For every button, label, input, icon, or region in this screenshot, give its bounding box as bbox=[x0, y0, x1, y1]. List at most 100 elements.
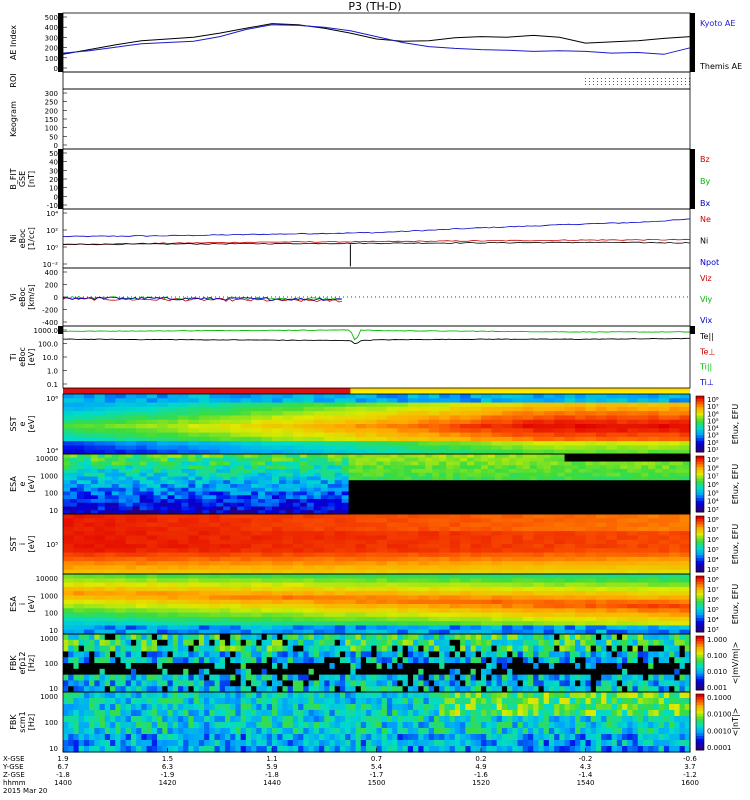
ytick-bfit-5: 0 bbox=[54, 193, 58, 201]
ti-line-0 bbox=[63, 329, 690, 341]
roi-dot bbox=[673, 84, 674, 85]
ytick-esa_e-1: 1000 bbox=[40, 472, 58, 480]
roi-dot bbox=[681, 78, 682, 79]
ytick-ti-2: 10.0 bbox=[42, 354, 58, 362]
roi-dot bbox=[593, 78, 594, 79]
roi-dot bbox=[665, 78, 666, 79]
roi-dot bbox=[677, 81, 678, 82]
ytick-ti-1: 100.0 bbox=[38, 341, 58, 349]
roi-dot bbox=[685, 78, 686, 79]
cbar-tick-sst_i-1: 10⁷ bbox=[707, 526, 719, 534]
ytick-esa_i-0: 10000 bbox=[36, 575, 58, 583]
x-tick-1-3: 5.4 bbox=[371, 763, 383, 771]
cbar-tick-esa_e-3: 10⁶ bbox=[707, 481, 719, 489]
panel-fbk_e12: FBK efp12 [Hz] 1000 100 10 bbox=[9, 635, 67, 693]
roi-dot bbox=[633, 81, 634, 82]
panel-ti: Ti eBoc [eV] 1000.0 100.0 10.0 1.0 0.1 Te|| Te⊥ Ti… bbox=[9, 327, 715, 389]
cbar-label-fbk_scm: <|nT|> bbox=[731, 708, 740, 737]
x-tick-2-3: -1.7 bbox=[370, 771, 384, 779]
roi-dot bbox=[681, 81, 682, 82]
roi-dot bbox=[621, 81, 622, 82]
x-row-label-1: Y-GSE bbox=[2, 763, 24, 771]
ytick-fbk_scm-1: 100 bbox=[45, 719, 58, 727]
cbar-tick-esa_i-3: 10⁵ bbox=[707, 606, 719, 614]
ytick-ae-3: 200 bbox=[45, 45, 58, 53]
cbar-tick-esa_e-2: 10⁷ bbox=[707, 473, 719, 481]
cbar-tick-esa_i-1: 10⁷ bbox=[707, 586, 719, 594]
ytick-fbk_e12-2: 10 bbox=[49, 685, 58, 693]
ytick-keogram-5: 50 bbox=[49, 133, 58, 141]
ytick-keogram-6: 0 bbox=[54, 142, 58, 150]
colorbar-esa_i bbox=[695, 575, 705, 633]
spectrogram-sst_e bbox=[63, 394, 691, 455]
x-axis bbox=[62, 748, 691, 752]
ae-right-scale bbox=[690, 13, 695, 72]
cbar-tick-fbk_scm-2: 0.0010 bbox=[707, 727, 732, 735]
roi-dot bbox=[645, 84, 646, 85]
cbar-tick-sst_e-2: 10⁶ bbox=[707, 410, 719, 418]
cbar-tick-fbk_e12-2: 0.010 bbox=[707, 668, 727, 676]
legend-bfit-0: Bz bbox=[700, 155, 710, 164]
ylabel-esa_i-2: [eV] bbox=[27, 596, 36, 613]
roi-dot bbox=[677, 78, 678, 79]
ytick-bfit-4: 10 bbox=[49, 185, 58, 193]
panel-fbk_scm: FBK scm1 [Hz] 1000 100 10 bbox=[9, 693, 67, 753]
cbar-label-fbk_e12: <|mV/m|> bbox=[731, 642, 740, 685]
mode-bar-yellow bbox=[63, 388, 690, 391]
legend-vi-1: Viy bbox=[700, 295, 713, 304]
ytick-vi-2: 0 bbox=[54, 294, 58, 302]
cbar-tick-fbk_scm-1: 0.0100 bbox=[707, 711, 732, 719]
x-tick-3-1: 1420 bbox=[159, 779, 177, 787]
ylabel-fbk_e12-1: efp12 bbox=[18, 652, 27, 675]
panel-ae: AE Index 500 400 300 200 100 0 Kyoto AE Themis A… bbox=[9, 14, 742, 73]
x-tick-0-1: 1.5 bbox=[162, 755, 173, 763]
roi-dot bbox=[661, 81, 662, 82]
cbar-tick-sst_e-5: 10³ bbox=[707, 432, 719, 440]
legend-bfit-2: Bx bbox=[700, 199, 710, 208]
roi-dot bbox=[617, 81, 618, 82]
x-tick-2-0: -1.8 bbox=[56, 771, 70, 779]
ytick-bfit-2: 30 bbox=[49, 167, 58, 175]
ytick-keogram-4: 100 bbox=[45, 125, 58, 133]
x-tick-1-2: 5.9 bbox=[266, 763, 277, 771]
cbar-tick-sst_i-5: 10³ bbox=[707, 566, 719, 574]
bfit-left-scale bbox=[58, 149, 63, 209]
roi-dot bbox=[597, 78, 598, 79]
legend-ti-3: Ti⊥ bbox=[699, 378, 714, 387]
roi-dot bbox=[593, 81, 594, 82]
ytick-ni-3: 10⁻² bbox=[43, 261, 59, 269]
x-tick-2-4: -1.6 bbox=[474, 771, 488, 779]
ae-line-1 bbox=[62, 24, 691, 55]
legend-ti-2: Ti|| bbox=[699, 363, 712, 372]
roi-dot bbox=[621, 78, 622, 79]
cbar-tick-sst_e-0: 10⁸ bbox=[707, 396, 719, 404]
ni-line-2 bbox=[62, 241, 691, 246]
bfit-right-scale bbox=[690, 149, 695, 209]
ylabel-sst_e-1: e bbox=[18, 421, 27, 426]
roi-dot bbox=[665, 81, 666, 82]
page-title: P3 (TH-D) bbox=[348, 0, 401, 13]
x-tick-0-2: 1.1 bbox=[266, 755, 277, 763]
roi-dot bbox=[593, 84, 594, 85]
ae-line-0 bbox=[62, 23, 691, 55]
ylabel-ni-0: Ni bbox=[9, 234, 18, 242]
spectrogram-fbk_scm bbox=[63, 692, 691, 753]
x-tick-2-1: -1.9 bbox=[161, 771, 175, 779]
ytick-ae-2: 300 bbox=[45, 34, 58, 42]
ylabel-esa_i-0: ESA bbox=[9, 596, 18, 612]
cbar-tick-sst_i-3: 10⁵ bbox=[707, 546, 719, 554]
roi-dot bbox=[633, 78, 634, 79]
cbar-tick-fbk_e12-1: 0.100 bbox=[707, 652, 727, 660]
vi-line-2 bbox=[62, 296, 343, 301]
ytick-keogram-1: 250 bbox=[45, 99, 58, 107]
cbar-tick-esa_e-5: 10⁴ bbox=[707, 498, 719, 506]
roi-dot bbox=[657, 81, 658, 82]
panel-esa_i: ESA i [eV] 10000 1000 100 10 bbox=[9, 575, 67, 635]
ylabel-bfit-2: [nT] bbox=[27, 171, 36, 187]
spectrogram-fbk_e12 bbox=[63, 634, 691, 693]
ytick-ae-5: 0 bbox=[54, 65, 58, 73]
x-row-label-3: hhmm bbox=[3, 779, 26, 787]
ylabel-roi-0: ROI bbox=[9, 73, 18, 87]
roi-dot bbox=[673, 78, 674, 79]
ylabel-sst_i-2: [eV] bbox=[27, 536, 36, 553]
